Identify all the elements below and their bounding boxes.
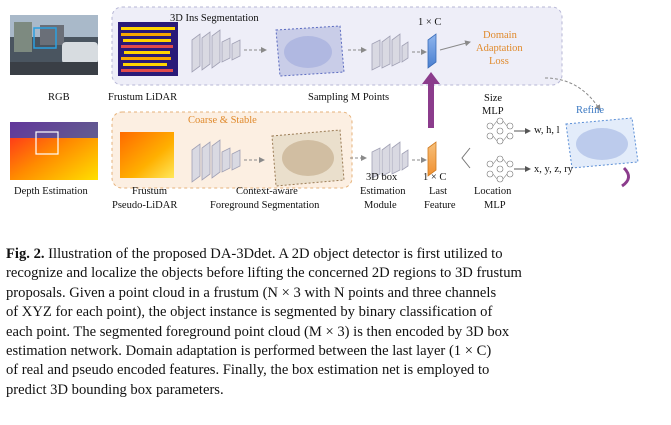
caption-line-2: recognize and localize the objects befor… [6, 265, 522, 282]
refine-arrow [544, 77, 601, 111]
box3d-label-1: 3D box [366, 172, 398, 183]
one-by-c-top-label: 1 × C [418, 17, 442, 28]
pseudo-last-feature [427, 141, 437, 177]
context-aware-label-1: Context-aware [236, 186, 298, 197]
location-mlp-icon [486, 155, 514, 183]
figure: RGB Frustum LiDAR 3D Ins Segmentation 1 … [10, 6, 639, 211]
refine-label: Refine [576, 105, 604, 116]
location-mlp-label-2: MLP [484, 200, 506, 211]
whl-label: w, h, l [534, 125, 560, 136]
architecture-diagram [10, 6, 639, 189]
caption-line-3: proposals. Given a point cloud in a frus… [6, 284, 497, 301]
caption-line-6: estimation network. Domain adaptation is… [6, 343, 492, 360]
frustum-pseudo-label-1: Frustum [132, 186, 168, 197]
frustum-pseudo-lidar-image [120, 132, 174, 178]
last-feature-label-1: Last [429, 186, 448, 197]
ins-seg-label: 3D Ins Segmentation [170, 13, 259, 24]
depth-estimation-image [10, 122, 98, 180]
size-mlp-label-1: Size [484, 93, 503, 104]
segmented-point-cloud-pseudo [271, 129, 345, 187]
box-estimation-encoder-pseudo [371, 141, 409, 179]
caption-line-1: Fig. 2. Illustration of the proposed DA-… [6, 246, 503, 262]
xyzry-label: x, y, z, ry [534, 164, 573, 175]
domain-adaptation-arrow [422, 72, 440, 128]
rgb-label: RGB [48, 92, 70, 103]
caption-line-4: of XYZ for each point), the object insta… [6, 304, 493, 321]
location-mlp-label-1: Location [474, 186, 512, 197]
context-aware-encoder [191, 139, 241, 183]
box3d-label-3: Module [364, 200, 397, 211]
depth-estimation-label: Depth Estimation [14, 186, 88, 197]
caption-line-5: each point. The segmented foreground poi… [6, 323, 510, 340]
box3d-label-2: Estimation [360, 186, 406, 197]
caption-line-7: of real and pseudo encoded features. Fin… [6, 362, 490, 379]
rgb-image [10, 15, 98, 75]
real-last-feature [427, 33, 437, 69]
caption-label: Fig. 2. [6, 246, 45, 262]
one-by-c-bottom-label: 1 × C [423, 172, 447, 183]
coarse-stable-label: Coarse & Stable [188, 115, 257, 126]
domain-adaptation-label-2: Adaptation [476, 43, 523, 54]
sampling-label: Sampling M Points [308, 92, 390, 103]
frustum-lidar-label: Frustum LiDAR [108, 92, 178, 103]
domain-adaptation-label-3: Loss [489, 56, 509, 67]
figure-caption: Fig. 2. Illustration of the proposed DA-… [6, 245, 662, 400]
size-mlp-label-2: MLP [482, 106, 504, 117]
caption-line-8: predict 3D bounding box parameters. [6, 381, 224, 398]
frustum-pseudo-label-2: Pseudo-LiDAR [112, 200, 178, 211]
frustum-lidar-image [118, 22, 178, 76]
domain-adaptation-label-1: Domain [483, 30, 517, 41]
box-estimation-encoder-real [371, 33, 409, 71]
size-mlp-icon [486, 117, 514, 145]
context-aware-label-2: Foreground Segmentation [210, 200, 320, 211]
segmented-point-cloud-real [275, 25, 345, 77]
ins-seg-encoder [191, 29, 241, 73]
last-feature-label-2: Feature [424, 200, 456, 211]
refined-3d-box [565, 117, 639, 188]
